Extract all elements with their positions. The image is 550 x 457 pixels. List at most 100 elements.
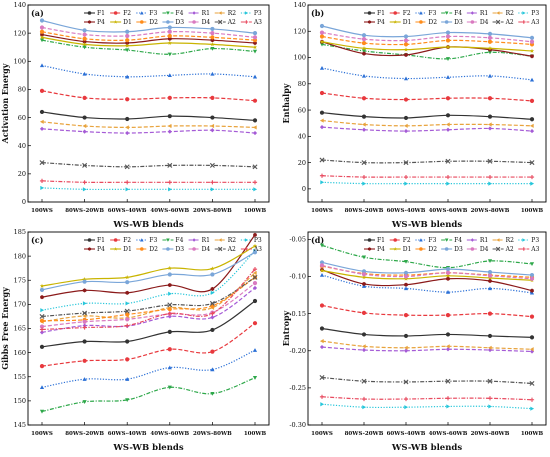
data-point-F2 (82, 358, 87, 363)
data-point-F3 (82, 71, 87, 76)
data-point-F1 (445, 332, 451, 337)
series-line-F4 (41, 39, 256, 55)
legend-label-R2: R2 (506, 237, 515, 244)
data-point-F4 (82, 45, 87, 50)
y-tick-label: 140 (14, 1, 26, 9)
legend-label-F2: F2 (123, 10, 131, 17)
data-point-R1 (361, 127, 367, 132)
data-point-A2 (403, 379, 409, 385)
data-point-F4 (39, 409, 45, 414)
data-point-F4 (125, 398, 130, 403)
data-point-P4 (362, 51, 366, 56)
data-point-R1 (210, 315, 215, 320)
data-point-P4 (488, 278, 492, 284)
data-point-R1 (445, 347, 451, 352)
legend-label-D1: D1 (403, 246, 412, 253)
series-line-F4 (321, 244, 533, 269)
plot-frame (27, 4, 270, 203)
series-line-P4 (41, 33, 256, 44)
y-tick-label: 60 (18, 114, 26, 122)
data-point-F3 (361, 73, 367, 78)
data-point-R2 (125, 125, 129, 130)
legend-marker-F2 (393, 238, 398, 242)
data-point-P3 (253, 187, 258, 192)
series-line-F3 (321, 274, 533, 294)
legend: F1 F2 F3 F4 R1 R2 P3 P4 D1 D2 D3 D4 A2 A3 (364, 237, 540, 253)
legend-label-F1: F1 (97, 237, 105, 244)
y-tick-label: 20 (18, 170, 26, 178)
data-point-F4 (487, 50, 493, 55)
data-point-P3 (210, 290, 215, 295)
legend-label-F4: F4 (175, 237, 183, 244)
data-point-F2 (487, 311, 493, 316)
x-tick-label: 60WS-40WB (108, 208, 147, 214)
x-tick-label: 100WB (521, 431, 544, 437)
legend-label-R2: R2 (228, 237, 237, 244)
legend-marker-F4 (166, 238, 170, 242)
data-point-D2 (319, 34, 325, 39)
series-line-A3 (321, 175, 532, 178)
data-point-D3 (487, 269, 493, 275)
data-point-P3 (530, 406, 535, 411)
data-point-F2 (125, 97, 130, 102)
data-point-D1 (319, 268, 325, 273)
y-tick-label: 40 (298, 133, 306, 141)
data-point-R1 (167, 129, 172, 134)
legend-marker-D1 (393, 20, 398, 24)
y-tick-label: -0.25 (289, 384, 306, 392)
legend-marker-P4 (87, 20, 92, 24)
series-line-F1 (41, 111, 256, 121)
data-point-R1 (125, 130, 130, 136)
data-point-D1 (361, 274, 367, 280)
data-point-R1 (319, 344, 325, 350)
legend-marker-P3 (244, 11, 249, 15)
data-point-F4 (529, 262, 535, 267)
data-point-P4 (40, 295, 44, 300)
data-point-P3 (530, 181, 535, 186)
data-point-D3 (319, 23, 325, 29)
data-point-P3 (82, 301, 87, 306)
series-line-P4 (321, 41, 533, 57)
data-point-P4 (404, 52, 408, 58)
data-point-A2 (252, 164, 258, 170)
legend-label-R1: R1 (202, 10, 210, 17)
legend-marker-A3 (244, 247, 249, 251)
data-point-P3 (362, 181, 367, 186)
legend-label-P4: P4 (377, 19, 385, 26)
data-point-P3 (404, 181, 409, 186)
data-point-F1 (445, 113, 451, 118)
legend-marker-A2 (495, 19, 501, 25)
y-tick-label: 170 (14, 301, 26, 309)
legend-marker-A3 (244, 20, 249, 24)
data-point-F4 (82, 400, 87, 404)
y-tick-label: 165 (14, 325, 26, 333)
data-point-D1 (125, 43, 130, 48)
x-tick-label: 20WS-80WB (471, 431, 510, 437)
legend-marker-A2 (218, 246, 223, 252)
data-point-D3 (252, 250, 258, 255)
legend-label-R2: R2 (506, 10, 515, 17)
data-point-A3 (82, 180, 87, 185)
series-line-A2 (321, 159, 533, 164)
data-point-D3 (361, 269, 367, 274)
legend-marker-R1 (470, 238, 475, 242)
x-tick-label: 20WS-80WB (471, 208, 510, 214)
series-group (319, 243, 535, 411)
data-point-F1 (125, 116, 130, 122)
data-point-F2 (403, 97, 409, 102)
series-line-F1 (321, 327, 533, 339)
data-point-P3 (125, 301, 130, 306)
series-line-R2 (41, 121, 256, 129)
panel-label: (c) (31, 235, 44, 245)
legend-label-D4: D4 (202, 246, 211, 253)
legend-marker-D1 (113, 20, 118, 24)
legend-marker-D2 (419, 247, 423, 251)
data-point-D2 (125, 38, 130, 43)
series-line-D3 (41, 251, 256, 291)
data-point-R1 (403, 128, 409, 134)
legend-marker-D2 (139, 20, 144, 24)
data-point-D1 (167, 40, 172, 45)
y-tick-label: 120 (14, 29, 26, 37)
legend-label-F2: F2 (403, 237, 411, 244)
data-point-A2 (209, 162, 215, 168)
